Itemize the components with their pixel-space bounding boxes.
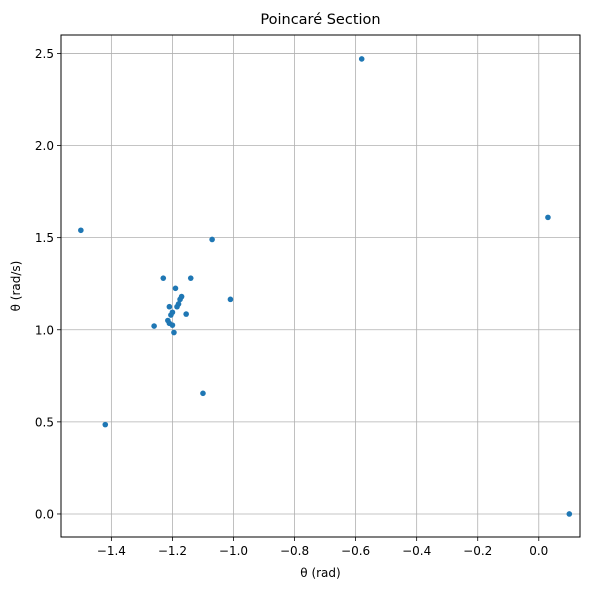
data-point bbox=[102, 421, 109, 428]
data-point bbox=[78, 227, 84, 234]
y-axis-label: θ (rad/s) bbox=[9, 261, 23, 312]
y-tick-label: 1.0 bbox=[35, 323, 54, 337]
x-tick-label: −0.2 bbox=[463, 544, 492, 558]
data-point bbox=[566, 511, 573, 517]
data-point bbox=[174, 303, 180, 310]
data-point bbox=[183, 311, 189, 317]
y-tick-label: 1.5 bbox=[35, 231, 54, 245]
data-point bbox=[171, 329, 177, 336]
data-point bbox=[227, 296, 234, 303]
chart-title: Poincaré Section bbox=[260, 12, 380, 28]
scatter-points bbox=[78, 56, 573, 517]
y-tick-label: 0.5 bbox=[35, 415, 54, 429]
data-point bbox=[187, 275, 194, 281]
y-tick-label: 2.5 bbox=[35, 47, 54, 61]
x-tick-label: −0.8 bbox=[280, 544, 309, 558]
x-tick-label: −1.2 bbox=[158, 544, 187, 558]
data-point bbox=[160, 275, 167, 281]
y-tick-label: 2.0 bbox=[35, 139, 54, 153]
y-tick-label: 0.0 bbox=[35, 507, 54, 521]
x-tick-label: −1.0 bbox=[219, 544, 248, 558]
axis-ticks: −1.4 −1.2 −1.0 −0.8 −0.6 −0.4 −0.2 0.0 0.0 0.5 1.0… bbox=[35, 47, 548, 558]
data-point bbox=[209, 236, 215, 243]
data-point bbox=[166, 303, 173, 310]
x-tick-label: −0.6 bbox=[341, 544, 370, 558]
x-tick-label: −1.4 bbox=[97, 544, 126, 558]
data-point bbox=[177, 296, 183, 303]
plot-frame bbox=[60, 34, 581, 538]
x-tick-label: −0.4 bbox=[402, 544, 431, 558]
data-point bbox=[358, 56, 365, 62]
data-point bbox=[200, 390, 206, 397]
data-point bbox=[168, 312, 174, 318]
x-axis-label: θ (rad) bbox=[300, 566, 340, 580]
data-point bbox=[169, 322, 176, 328]
x-tick-label: 0.0 bbox=[529, 544, 548, 558]
data-point bbox=[172, 285, 179, 292]
data-point bbox=[545, 214, 551, 221]
data-point bbox=[151, 323, 157, 329]
grid bbox=[61, 35, 580, 537]
